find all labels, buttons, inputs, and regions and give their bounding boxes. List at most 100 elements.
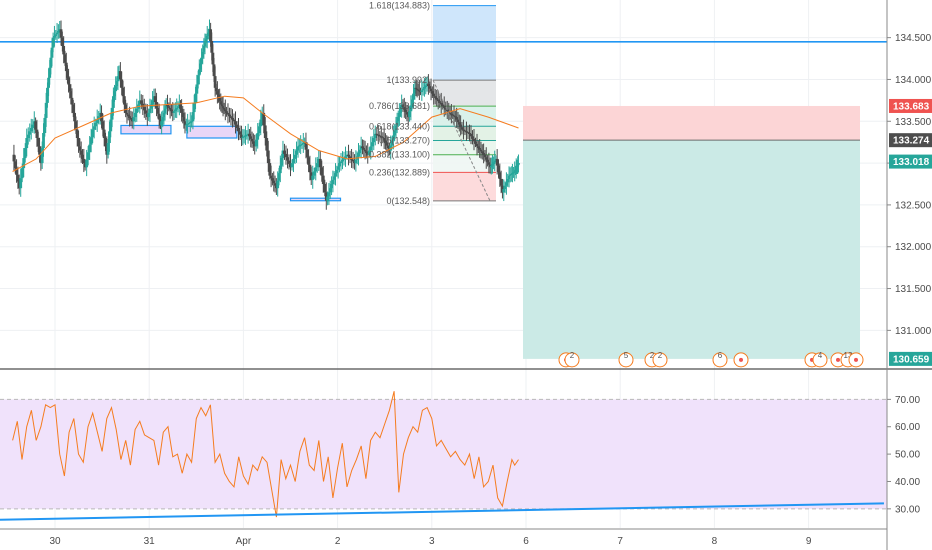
candle-body — [351, 159, 355, 162]
candle-body — [77, 138, 80, 147]
candle-body — [268, 163, 272, 176]
candle-body — [153, 96, 157, 103]
rsi-trendline[interactable] — [0, 502, 884, 521]
candle-body — [335, 169, 339, 174]
candle-body — [430, 91, 434, 94]
candle-body — [209, 29, 213, 41]
candle-body — [457, 122, 461, 125]
candle-body — [142, 107, 146, 111]
candle-body — [38, 146, 41, 155]
candle-body — [156, 107, 160, 114]
candle-body — [234, 121, 237, 125]
fib-label: 0.618(133.440) — [369, 121, 430, 131]
candle-body — [304, 142, 308, 150]
candle-body — [97, 116, 101, 120]
candle-body — [465, 131, 468, 133]
candle-body — [324, 192, 328, 201]
candle-body — [75, 129, 79, 138]
candle-body — [468, 132, 471, 134]
candle-body — [478, 148, 482, 150]
price-tag: 133.683 — [889, 98, 932, 113]
candle-body — [182, 117, 186, 122]
candle-body — [466, 132, 470, 134]
price-tick-label: 131.500 — [895, 284, 932, 295]
candle-body — [482, 153, 486, 155]
candle-body — [192, 102, 196, 113]
candle-body — [386, 145, 390, 149]
candle-body — [40, 148, 44, 164]
candle-body — [427, 83, 430, 87]
take-profit-zone[interactable] — [523, 140, 860, 359]
candle-body — [265, 138, 269, 151]
candle-body — [502, 189, 506, 193]
event-marker[interactable] — [652, 352, 668, 368]
candle-body — [263, 125, 267, 138]
candle-body — [120, 79, 124, 88]
candle-body — [210, 40, 214, 53]
candle-body — [394, 125, 398, 131]
candle-body — [63, 54, 67, 63]
candle-body — [186, 123, 190, 125]
position-tool[interactable] — [523, 105, 860, 359]
time-axis[interactable]: 30 31 Apr 2 3 6 7 8 9 — [49, 536, 811, 547]
candle-body — [129, 117, 133, 120]
candle-body — [393, 130, 397, 136]
candle-body — [106, 143, 110, 155]
candle-body — [184, 124, 188, 126]
candle-body — [260, 112, 264, 120]
stop-loss-zone[interactable] — [523, 105, 860, 141]
candle-body — [130, 119, 134, 122]
candle-body — [173, 109, 177, 112]
candle-body — [49, 57, 53, 68]
rsi-axis[interactable]: 70.00 60.00 50.00 40.00 30.00 — [887, 395, 920, 515]
candle-body — [196, 75, 200, 85]
price-axis[interactable]: 134.500134.000133.500133.000132.500132.0… — [887, 33, 932, 337]
candle-body — [29, 127, 33, 132]
support-zone[interactable] — [120, 124, 172, 135]
candle-body — [297, 145, 301, 147]
candle-body — [15, 168, 18, 175]
candle-body — [223, 109, 227, 112]
price-tick-label: 134.500 — [895, 33, 932, 44]
candle-body — [132, 117, 136, 122]
candle-body — [232, 119, 236, 122]
candle-body — [67, 77, 70, 85]
candle-body — [389, 145, 393, 151]
event-marker[interactable] — [618, 352, 634, 368]
candle-body — [429, 88, 433, 92]
candle-body — [64, 62, 68, 72]
support-zone[interactable] — [289, 197, 342, 202]
price-tag-box — [889, 133, 932, 148]
candle-body — [483, 154, 487, 158]
candle-body — [448, 112, 452, 114]
candle-body — [293, 154, 297, 159]
candle-body — [70, 97, 74, 105]
economic-events[interactable]: 2 5 2 2 6 4 13 — [558, 351, 864, 368]
candle-body — [508, 174, 512, 176]
candle-body — [148, 108, 152, 113]
candle-body — [410, 99, 414, 106]
candle-body — [379, 136, 383, 138]
candle-body — [244, 135, 247, 137]
candle-body — [396, 117, 400, 122]
rsi-tick-label: 40.00 — [895, 477, 920, 488]
candle-body — [323, 184, 327, 193]
event-marker[interactable] — [812, 352, 828, 368]
candle-body — [50, 47, 54, 58]
candle-body — [133, 112, 137, 118]
candle-body — [442, 106, 446, 108]
support-zone[interactable] — [186, 125, 238, 139]
candle-body — [74, 121, 78, 130]
event-marker[interactable] — [564, 352, 580, 368]
time-tick-label: 6 — [523, 536, 529, 547]
candle-body — [89, 137, 93, 145]
candle-body — [240, 134, 243, 138]
candle-body — [181, 112, 185, 118]
support-zones[interactable] — [120, 124, 342, 202]
candle-body — [83, 163, 87, 168]
event-marker[interactable] — [712, 352, 728, 368]
fib-zone — [433, 80, 496, 107]
candle-body — [308, 164, 312, 173]
candle-body — [449, 113, 453, 115]
